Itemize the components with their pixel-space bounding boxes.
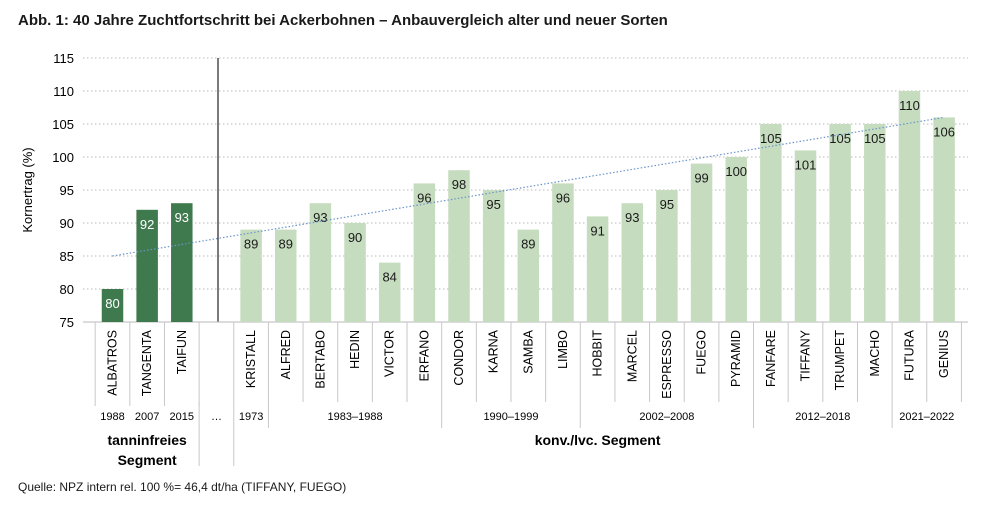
y-tick-label: 110 [53,84,74,99]
bar [171,203,193,322]
category-label: TAIFUN [175,330,189,374]
category-label: MACHO [868,330,882,377]
bar-value-label: 100 [725,164,747,179]
category-label: FUEGO [695,330,709,375]
category-label: MARCEL [625,330,639,382]
bar-value-label: 90 [348,230,362,245]
year-label: 2015 [170,411,194,423]
bar-value-label: 95 [660,197,674,212]
bar [690,163,713,322]
trendline [112,116,945,257]
y-tick-label: 95 [60,183,74,198]
bar [275,229,297,322]
bar-value-label: 93 [625,210,639,225]
y-tick-label: 80 [60,282,74,297]
bar [448,170,470,322]
y-axis-label: Kornertrag (%) [20,147,35,232]
bar-value-label: 105 [864,131,886,146]
bar [378,262,401,322]
category-label: VICTOR [383,330,397,377]
bar-value-label: 105 [829,131,851,146]
bar [933,117,955,323]
category-label: KARNA [487,329,501,373]
bar-value-label: 93 [313,210,327,225]
bar-value-label: 110 [899,98,920,113]
year-group-label: 1983–1988 [328,411,383,423]
bar-value-label: 96 [417,190,431,205]
y-tick-label: 85 [60,249,74,264]
category-label: HEDIN [348,330,362,369]
gap-label: … [211,411,222,423]
year-group-label: 2021–2022 [899,411,954,423]
category-label: CONDOR [452,330,466,386]
y-tick-label: 90 [60,216,74,231]
category-label: ALFRED [279,330,293,379]
chart-title: Abb. 1: 40 Jahre Zuchtfortschritt bei Ac… [18,12,668,29]
category-label: KRISTALL [244,330,258,388]
bar [864,124,886,322]
bar-value-label: 95 [486,197,500,212]
bar-value-label: 105 [760,131,782,146]
segment-label: tanninfreies [107,432,187,448]
bar [309,203,332,322]
bar-value-label: 89 [279,237,293,252]
y-tick-label: 115 [53,51,74,66]
segment-label: Segment [118,452,177,468]
bar [552,183,574,322]
year-group-label: 2012–2018 [795,411,850,423]
category-label: LIMBO [556,330,570,369]
bar-value-label: 92 [140,217,154,232]
bar [240,229,262,322]
bar [136,209,158,322]
category-label: TANGENTA [140,329,154,396]
bar [760,124,782,322]
chart-source: Quelle: NPZ intern rel. 100 %= 46,4 dt/h… [18,480,347,494]
year-group-label: 2002–2008 [639,411,694,423]
y-tick-label: 105 [52,117,74,132]
bar-value-label: 84 [382,270,396,285]
category-label: TRUMPET [833,330,847,391]
category-label: ESPRESSO [660,330,674,399]
bar-value-label: 93 [175,210,189,225]
year-group-label: 1973 [239,411,263,423]
bar-value-label: 96 [556,190,570,205]
category-label: HOBBIT [591,330,605,377]
bar-value-label: 101 [795,157,817,172]
bar-value-label: 99 [694,171,708,186]
category-label: TIFFANY [799,329,813,381]
bar [898,91,921,322]
category-label: GENIUS [937,330,951,378]
y-tick-label: 100 [52,150,74,165]
bar [586,216,609,322]
bar [829,124,851,322]
bar [344,223,366,322]
category-label: FUTURA [902,329,916,380]
category-label: ALBATROS [106,330,120,396]
bar [482,190,505,322]
bar [101,289,124,322]
bar [725,157,747,322]
bar-value-label: 89 [244,237,258,252]
year-label: 1988 [100,411,124,423]
bar [517,229,540,322]
year-group-label: 1990–1999 [483,411,538,423]
segment-label: konv./lvc. Segment [535,432,661,448]
category-label: FANFARE [764,330,778,387]
category-label: SAMBA [521,329,535,373]
year-label: 2007 [135,411,159,423]
bar-value-label: 98 [452,177,466,192]
y-tick-label: 75 [60,315,74,330]
category-label: BERTABO [313,330,327,389]
bar [656,190,678,322]
bar-value-label: 80 [105,296,119,311]
bar [621,203,643,322]
category-label: ERFANO [417,330,431,382]
category-label: PYRAMID [729,330,743,387]
bar-value-label: 106 [933,124,955,139]
bar-value-label: 91 [590,223,604,238]
bar [794,150,817,322]
bar-value-label: 89 [521,237,535,252]
bar [413,183,436,322]
